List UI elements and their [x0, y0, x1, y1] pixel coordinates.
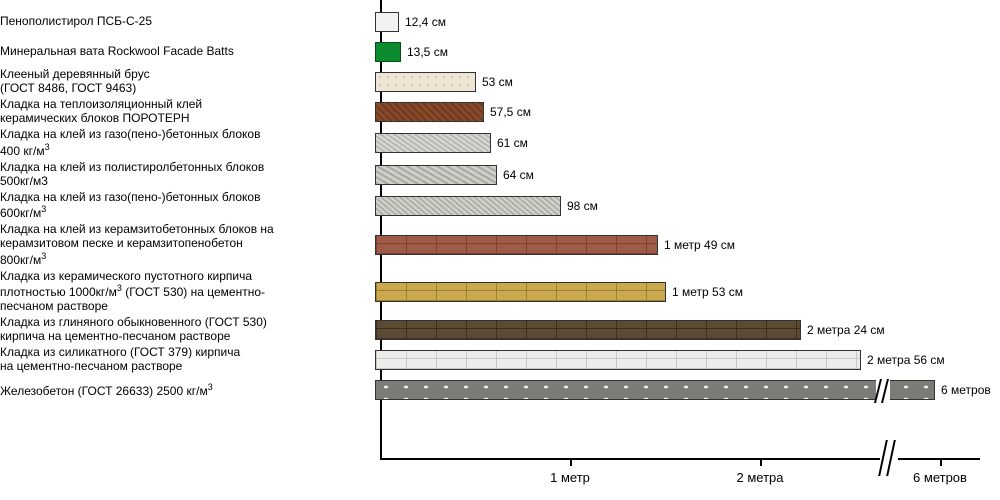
bar-zone: 2 метра 56 см	[375, 349, 1000, 371]
value-label: 6 метров	[941, 383, 991, 397]
value-label: 98 см	[567, 199, 598, 213]
axis-tick-label: 1 метр	[550, 470, 590, 485]
value-label: 1 метр 53 см	[672, 285, 743, 299]
axis-tick	[570, 458, 572, 466]
chart-row: Кладка на клей из полистиролбетонных бло…	[0, 161, 1000, 189]
bar	[375, 102, 484, 122]
chart-row: Кладка из силикатного (ГОСТ 379) кирпича…	[0, 346, 1000, 374]
chart-row: Кладка на клей из газо(пено-)бетонных бл…	[0, 191, 1000, 222]
material-label: Кладка на клей из керамзитобетонных блок…	[0, 223, 375, 267]
value-label: 64 см	[503, 168, 534, 182]
material-label: Кладка на клей из полистиролбетонных бло…	[0, 161, 375, 189]
bar-zone: 64 см	[375, 164, 1000, 186]
bar	[375, 320, 801, 340]
bar-break-mark	[876, 379, 890, 403]
value-label: 2 метра 24 см	[807, 323, 885, 337]
bar	[375, 196, 561, 216]
bar	[375, 235, 658, 255]
chart-row: Кладка на клей из газо(пено-)бетонных бл…	[0, 128, 1000, 159]
bar-zone: 2 метра 24 см	[375, 319, 1000, 341]
chart-row: Кладка на теплоизоляционный клейкерамиче…	[0, 98, 1000, 126]
bar	[375, 12, 399, 32]
bar-zone: 57,5 см	[375, 101, 1000, 123]
chart-row: Пенополистирол ПСБ-С-25 12,4 см	[0, 8, 1000, 36]
bar-zone: 1 метр 53 см	[375, 281, 1000, 303]
bar	[375, 72, 476, 92]
axis-tick-label: 2 метра	[737, 470, 784, 485]
material-label: Кладка из силикатного (ГОСТ 379) кирпича…	[0, 346, 375, 374]
axis-tick	[940, 458, 942, 466]
bar-zone: 13,5 см	[375, 41, 1000, 63]
bar-zone: 53 см	[375, 71, 1000, 93]
bar	[375, 165, 497, 185]
value-label: 53 см	[482, 75, 513, 89]
chart-row: Кладка из глиняного обыкновенного (ГОСТ …	[0, 316, 1000, 344]
material-label: Кладка на клей из газо(пено-)бетонных бл…	[0, 191, 375, 222]
bar-zone: 12,4 см	[375, 11, 1000, 33]
bar-zone: 98 см	[375, 195, 1000, 217]
material-label: Клееный деревянный брус(ГОСТ 8486, ГОСТ …	[0, 68, 375, 96]
material-label: Пенополистирол ПСБ-С-25	[0, 15, 375, 29]
material-label: Кладка из керамического пустотного кирпи…	[0, 270, 375, 314]
material-label: Кладка на теплоизоляционный клейкерамиче…	[0, 98, 375, 126]
material-label: Кладка на клей из газо(пено-)бетонных бл…	[0, 128, 375, 159]
value-label: 57,5 см	[490, 105, 531, 119]
bar	[375, 133, 491, 153]
chart-row: Железобетон (ГОСТ 26633) 2500 кг/м3 6 мет…	[0, 376, 1000, 404]
value-label: 12,4 см	[405, 15, 446, 29]
material-label: Кладка из глиняного обыкновенного (ГОСТ …	[0, 316, 375, 344]
bar	[375, 350, 861, 370]
material-label: Железобетон (ГОСТ 26633) 2500 кг/м3	[0, 382, 375, 399]
bar-zone: 61 см	[375, 132, 1000, 154]
value-label: 13,5 см	[407, 45, 448, 59]
material-label: Минеральная вата Rockwool Facade Batts	[0, 45, 375, 59]
bar	[375, 42, 401, 62]
axis-break-mark	[880, 440, 898, 476]
chart-row: Клееный деревянный брус(ГОСТ 8486, ГОСТ …	[0, 68, 1000, 96]
bar-zone: 1 метр 49 см	[375, 234, 1000, 256]
chart-row: Кладка на клей из керамзитобетонных блок…	[0, 223, 1000, 267]
bar	[375, 282, 666, 302]
chart-row: Минеральная вата Rockwool Facade Batts 13…	[0, 38, 1000, 66]
chart-rows: Пенополистирол ПСБ-С-25 12,4 см Минеральна…	[0, 8, 1000, 406]
value-label: 1 метр 49 см	[664, 238, 735, 252]
value-label: 2 метра 56 см	[867, 353, 945, 367]
bar-zone: 6 метров	[375, 379, 1000, 401]
axis-tick	[760, 458, 762, 466]
value-label: 61 см	[497, 136, 528, 150]
axis-tick-label: 6 метров	[913, 470, 967, 485]
bar	[375, 380, 935, 400]
chart-row: Кладка из керамического пустотного кирпи…	[0, 270, 1000, 314]
